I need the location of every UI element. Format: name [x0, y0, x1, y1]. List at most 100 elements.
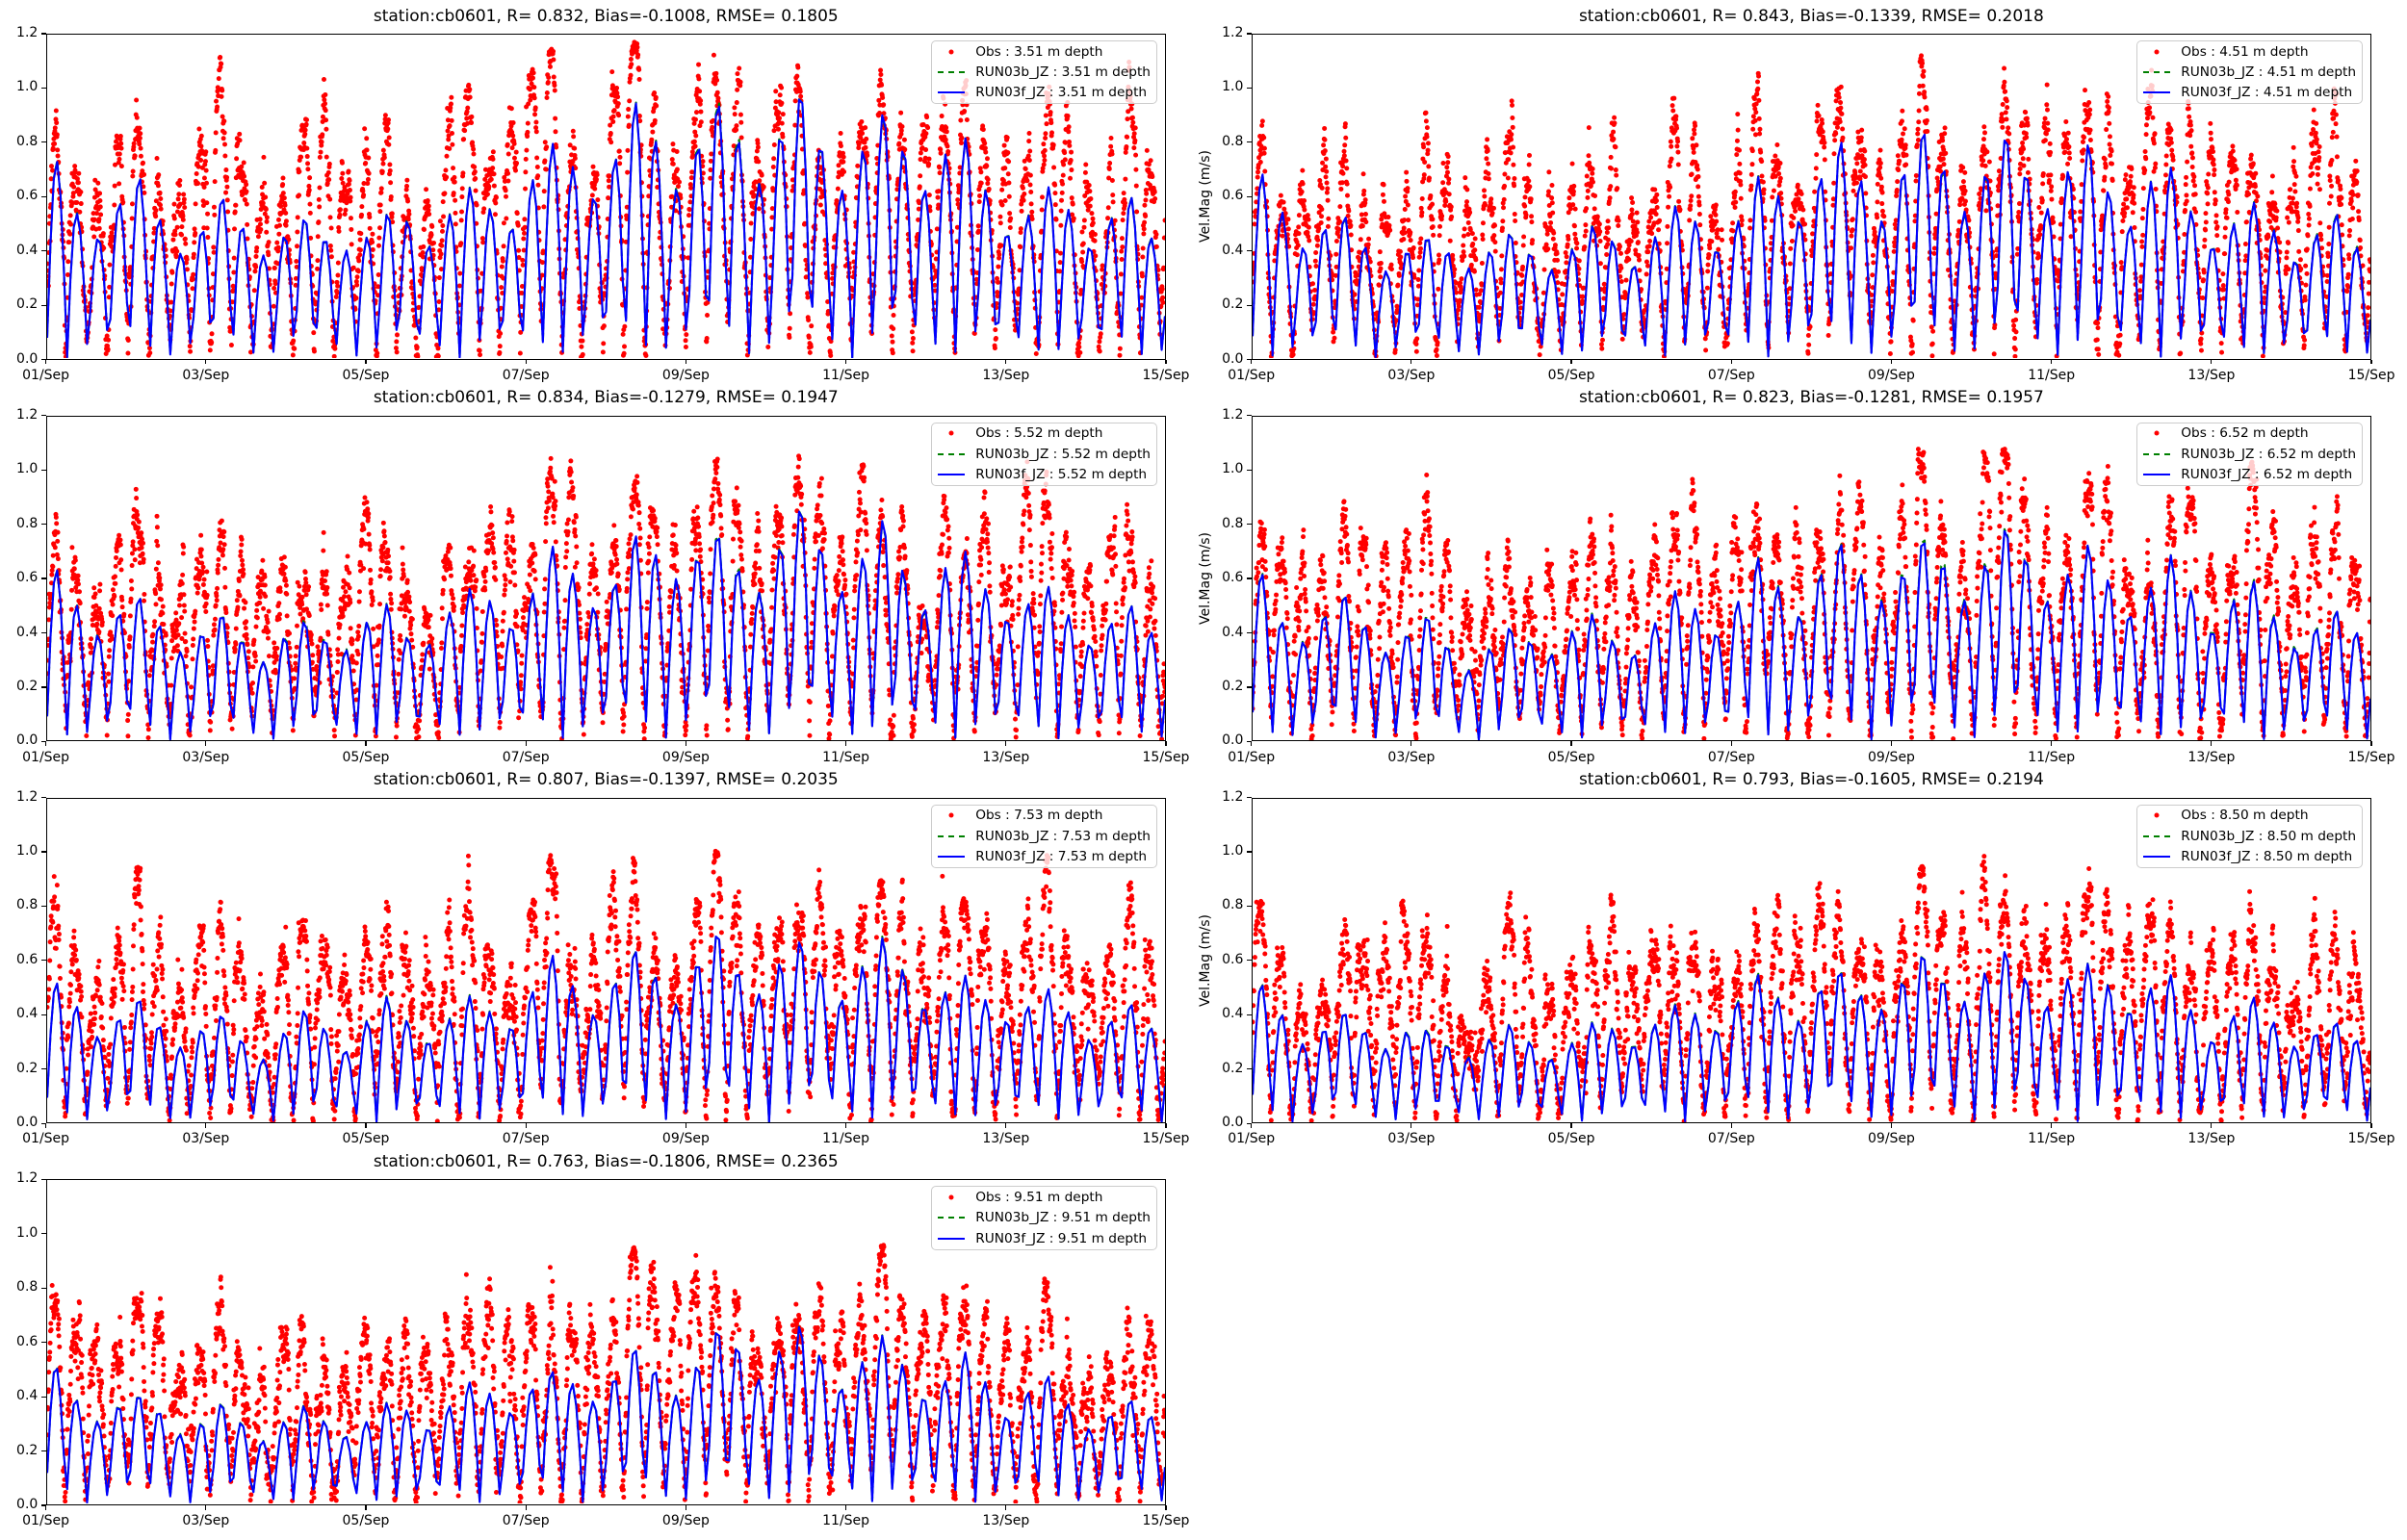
x-tick-mark [844, 741, 847, 747]
dashed-line-icon [2143, 834, 2171, 837]
y-tick-label: 0.0 [16, 732, 39, 749]
y-tick-mark [1246, 141, 1252, 143]
obs-dot-icon [2154, 49, 2160, 55]
legend-label: Obs : 8.50 m depth [2181, 808, 2309, 824]
legend-marker-dashed-line [2143, 826, 2171, 846]
x-tick-mark [1890, 741, 1893, 747]
subplot-title: station:cb0601, R= 0.832, Bias=-0.1008, … [373, 6, 839, 26]
x-tick-mark [844, 1123, 847, 1128]
y-tick-mark [40, 469, 46, 471]
x-tick-mark [2370, 1123, 2372, 1128]
x-tick-label: 13/Sep [982, 1513, 1030, 1529]
x-tick-mark [45, 359, 47, 365]
x-tick-label: 03/Sep [182, 749, 230, 765]
legend-item: RUN03b_JZ : 3.51 m depth [938, 62, 1151, 82]
x-tick-label: 07/Sep [1707, 749, 1755, 765]
y-tick-mark [40, 141, 46, 143]
x-tick-mark [365, 1504, 367, 1510]
y-tick-label: 1.0 [16, 79, 39, 95]
legend-label: RUN03f_JZ : 3.51 m depth [975, 85, 1148, 101]
solid-line-icon [2143, 856, 2171, 859]
subplot: station:cb0601, R= 0.823, Bias=-0.1281, … [1198, 388, 2394, 764]
x-tick-mark [365, 1123, 367, 1128]
x-tick-mark [2051, 359, 2053, 365]
x-tick-label: 15/Sep [1142, 367, 1190, 383]
x-tick-label: 07/Sep [502, 1131, 550, 1147]
x-tick-mark [1005, 1123, 1007, 1128]
legend-label: Obs : 9.51 m depth [975, 1190, 1103, 1206]
y-tick-mark [1246, 905, 1252, 908]
subplot-title: station:cb0601, R= 0.763, Bias=-0.1806, … [373, 1151, 839, 1171]
y-tick-mark [40, 960, 46, 962]
x-tick-label: 13/Sep [982, 367, 1030, 383]
x-tick-label: 13/Sep [982, 749, 1030, 765]
y-tick-mark [40, 797, 46, 799]
obs-dot-icon [2154, 812, 2160, 818]
x-tick-label: 07/Sep [1707, 1131, 1755, 1147]
y-tick-label: 0.8 [1222, 515, 1244, 531]
x-tick-label: 09/Sep [661, 1131, 710, 1147]
y-tick-label: 0.0 [1222, 1115, 1244, 1131]
y-tick-label: 0.0 [1222, 732, 1244, 749]
y-tick-label: 0.4 [16, 242, 39, 258]
y-tick-mark [1246, 686, 1252, 688]
legend-item: RUN03b_JZ : 7.53 m depth [938, 826, 1151, 846]
y-tick-mark [40, 1342, 46, 1344]
y-tick-mark [1246, 960, 1252, 962]
y-tick-label: 1.0 [1222, 461, 1244, 477]
x-tick-label: 11/Sep [822, 367, 870, 383]
legend-label: Obs : 7.53 m depth [975, 808, 1103, 824]
legend-marker-dot [2143, 806, 2170, 826]
legend-marker-dot [2143, 41, 2170, 62]
x-tick-mark [1570, 741, 1572, 747]
legend-marker-dashed-line [938, 62, 966, 82]
y-tick-label: 0.0 [16, 1115, 39, 1131]
obs-dot-icon [948, 812, 954, 818]
y-tick-mark [40, 250, 46, 252]
x-tick-mark [2051, 1123, 2053, 1128]
subplot: station:cb0601, R= 0.834, Bias=-0.1279, … [16, 388, 1189, 764]
x-tick-label: 13/Sep [982, 1131, 1030, 1147]
legend-marker-solid-line [2143, 846, 2171, 866]
obs-dot-icon [948, 1194, 954, 1200]
y-tick-mark [40, 1014, 46, 1015]
y-tick-label: 0.8 [16, 515, 39, 531]
y-tick-mark [40, 304, 46, 306]
y-tick-label: 0.8 [1222, 897, 1244, 913]
dashed-line-icon [2143, 452, 2171, 455]
dashed-line-icon [938, 452, 966, 455]
legend-item: Obs : 3.51 m depth [938, 41, 1151, 62]
x-tick-label: 11/Sep [2028, 367, 2076, 383]
x-tick-mark [205, 741, 207, 747]
legend-item: RUN03b_JZ : 6.52 m depth [2143, 444, 2356, 464]
legend-label: RUN03f_JZ : 9.51 m depth [975, 1230, 1148, 1246]
x-tick-label: 05/Sep [342, 1513, 390, 1529]
y-tick-mark [40, 1287, 46, 1289]
y-tick-mark [1246, 195, 1252, 197]
subplot: station:cb0601, R= 0.832, Bias=-0.1008, … [16, 7, 1189, 383]
y-tick-label: 0.8 [1222, 133, 1244, 149]
x-tick-label: 07/Sep [502, 1513, 550, 1529]
x-tick-mark [1165, 741, 1167, 747]
solid-line-icon [2143, 474, 2171, 476]
y-tick-label: 0.6 [16, 570, 39, 586]
legend: Obs : 6.52 m depth RUN03b_JZ : 6.52 m dep… [2136, 422, 2364, 486]
x-tick-mark [1005, 1504, 1007, 1510]
legend: Obs : 8.50 m depth RUN03b_JZ : 8.50 m dep… [2136, 804, 2364, 868]
y-tick-label: 0.2 [16, 1442, 39, 1458]
legend-marker-solid-line [938, 846, 966, 866]
x-tick-mark [205, 359, 207, 365]
y-tick-mark [1246, 851, 1252, 853]
y-tick-mark [40, 1178, 46, 1180]
legend-marker-dot [938, 424, 965, 444]
x-tick-mark [844, 359, 847, 365]
x-tick-label: 13/Sep [2187, 1131, 2236, 1147]
subplot: station:cb0601, R= 0.793, Bias=-0.1605, … [1198, 770, 2394, 1146]
subplot-title: station:cb0601, R= 0.793, Bias=-0.1605, … [1578, 770, 2044, 790]
legend-label: RUN03b_JZ : 3.51 m depth [975, 64, 1151, 81]
x-tick-mark [1005, 359, 1007, 365]
x-tick-label: 01/Sep [1228, 749, 1276, 765]
legend-label: RUN03b_JZ : 7.53 m depth [975, 828, 1151, 844]
x-tick-label: 07/Sep [502, 749, 550, 765]
y-tick-label: 1.0 [16, 843, 39, 860]
